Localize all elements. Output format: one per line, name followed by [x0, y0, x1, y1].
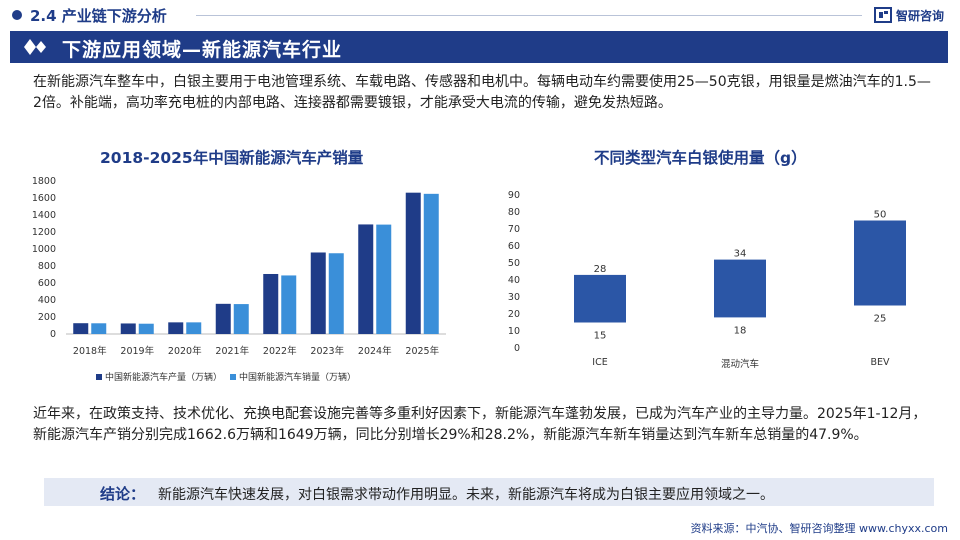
x-tick-label: 2024年	[358, 345, 392, 357]
y-tick-label: 600	[38, 278, 56, 289]
title-banner: 下游应用领域—新能源汽车行业	[10, 31, 948, 63]
bar-sales	[281, 275, 297, 334]
y-tick-label: 1000	[32, 244, 56, 255]
bar-production	[405, 192, 421, 334]
chart-title-silver-usage: 不同类型汽车白银使用量（g）	[594, 149, 807, 167]
bar-production	[263, 273, 279, 334]
brand-logo-text: 智研咨询	[896, 8, 945, 23]
bar-production	[168, 322, 184, 334]
brand-logo: 智研咨询	[874, 5, 944, 25]
x-tick-label: 混动汽车	[721, 358, 759, 370]
y-tick-label: 0	[514, 343, 520, 354]
data-label-low: 18	[734, 325, 747, 336]
bar-sales	[186, 322, 202, 334]
legend-swatch-production	[96, 373, 102, 380]
data-label-low: 15	[594, 331, 607, 342]
y-tick-label: 1400	[32, 210, 56, 221]
y-tick-label: 200	[38, 312, 56, 323]
y-tick-label: 1800	[32, 176, 56, 187]
y-tick-label: 40	[508, 275, 520, 286]
legend-label-production: 中国新能源汽车产量（万辆）	[105, 373, 223, 383]
y-tick-label: 800	[38, 261, 56, 272]
y-tick-label: 10	[508, 326, 520, 337]
legend-item-sales: 中国新能源汽车销量（万辆）	[230, 370, 356, 383]
chart-title-production: 2018-2025年中国新能源汽车产销量	[100, 149, 364, 167]
production-sales-chart: 0 200 400 600 800 1000 1200 1400 1600 1800 2018年 20…	[32, 176, 446, 357]
brand-logo-icon	[874, 7, 892, 23]
banner-title: 下游应用领域—新能源汽车行业	[62, 39, 343, 61]
y-tick-label: 0	[50, 329, 56, 340]
legend-label-sales: 中国新能源汽车销量（万辆）	[239, 373, 357, 383]
section-bullet-icon	[12, 10, 22, 20]
top-bar: 2.4 产业链下游分析 智研咨询	[0, 0, 960, 30]
conclusion-label: 结论：	[100, 485, 146, 503]
bar-production	[120, 323, 136, 334]
chart-legend: 中国新能源汽车产量（万辆） 中国新能源汽车销量（万辆）	[96, 370, 364, 383]
y-tick-label: 400	[38, 295, 56, 306]
header-divider	[196, 15, 862, 16]
legend-item-production: 中国新能源汽车产量（万辆）	[96, 370, 222, 383]
bar-sales	[328, 253, 344, 334]
bar-production	[358, 224, 374, 334]
conclusion-text: 新能源汽车快速发展，对白银需求带动作用明显。未来，新能源汽车将成为白银主要应用领…	[158, 487, 774, 503]
conclusion-box: 结论： 新能源汽车快速发展，对白银需求带动作用明显。未来，新能源汽车将成为白银主…	[44, 478, 934, 506]
y-tick-label: 90	[508, 190, 520, 201]
x-tick-label: 2019年	[120, 345, 154, 357]
y-tick-label: 80	[508, 207, 520, 218]
x-tick-label: 2018年	[73, 345, 107, 357]
y-tick-label: 60	[508, 241, 520, 252]
bar-production	[215, 303, 231, 334]
bar-sales	[91, 323, 107, 334]
bar-production	[310, 252, 326, 334]
y-tick-label: 70	[508, 224, 520, 235]
bar-sales	[376, 224, 392, 334]
range-bar	[854, 220, 906, 306]
intro-paragraph: 在新能源汽车整车中，白银主要用于电池管理系统、车载电路、传感器和电机中。每辆电动…	[33, 74, 931, 111]
y-tick-label: 50	[508, 258, 520, 269]
x-tick-label: 2021年	[215, 345, 249, 357]
data-label-high: 50	[874, 210, 887, 221]
section-title: 2.4 产业链下游分析	[30, 7, 167, 25]
data-label-low: 25	[874, 314, 887, 325]
bar-sales	[138, 323, 154, 334]
y-tick-label: 30	[508, 292, 520, 303]
range-bar	[714, 259, 766, 318]
bar-production	[73, 323, 89, 334]
x-tick-label: 2023年	[310, 345, 344, 357]
y-tick-label: 20	[508, 309, 520, 320]
x-tick-label: ICE	[592, 357, 607, 368]
double-diamond-icon	[24, 39, 46, 55]
y-tick-label: 1600	[32, 193, 56, 204]
x-tick-label: 2025年	[405, 345, 439, 357]
data-label-high: 34	[734, 249, 747, 260]
y-tick-label: 1200	[32, 227, 56, 238]
range-bar	[574, 274, 626, 323]
data-label-high: 28	[594, 264, 607, 275]
bar-sales	[423, 193, 439, 334]
x-tick-label: 2020年	[168, 345, 202, 357]
x-tick-label: BEV	[870, 357, 890, 368]
source-footer: 资料来源：中汽协、智研咨询整理 www.chyxx.com	[690, 522, 948, 535]
legend-swatch-sales	[230, 373, 237, 380]
body-paragraph: 近年来，在政策支持、技术优化、充换电配套设施完善等多重利好因素下，新能源汽车蓬勃…	[33, 406, 927, 443]
x-tick-label: 2022年	[263, 345, 297, 357]
bar-sales	[233, 304, 249, 334]
silver-usage-chart: 0 10 20 30 40 50 60 70 80 90 28 15 ICE 34 18 混动汽车 50 25 BE…	[508, 190, 906, 370]
